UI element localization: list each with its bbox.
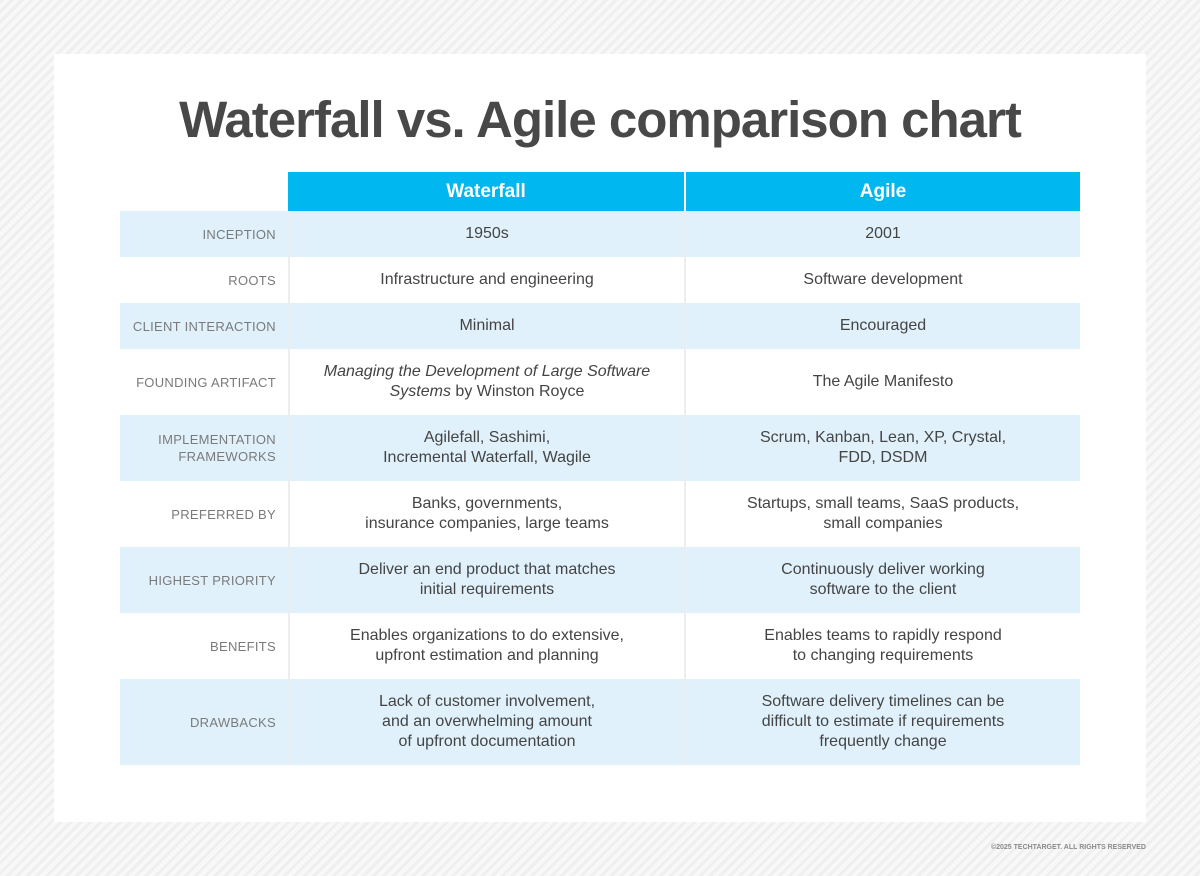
copyright: ©2025 TECHTARGET. ALL RIGHTS RESERVED bbox=[990, 844, 1146, 851]
row-label: DRAWBACKS bbox=[189, 714, 276, 730]
header-waterfall: Waterfall bbox=[288, 172, 684, 211]
waterfall-cell: Enables organizations to do extensive, u… bbox=[288, 613, 684, 679]
agile-cell: Software development bbox=[684, 257, 1080, 303]
table-row: BENEFITS Enables organizations to do ext… bbox=[120, 613, 1080, 679]
waterfall-cell: Agilefall, Sashimi, Incremental Waterfal… bbox=[288, 415, 684, 481]
row-label: FOUNDING ARTIFACT bbox=[136, 374, 276, 390]
row-label: IMPLEMENTATION FRAMEWORKS bbox=[158, 432, 276, 464]
row-label: BENEFITS bbox=[210, 638, 276, 654]
agile-cell: Software delivery timelines can be diffi… bbox=[684, 679, 1080, 765]
table-row: IMPLEMENTATION FRAMEWORKS Agilefall, Sas… bbox=[120, 415, 1080, 481]
waterfall-cell: Deliver an end product that matches init… bbox=[288, 547, 684, 613]
header-agile: Agile bbox=[684, 172, 1080, 211]
agile-cell: Enables teams to rapidly respond to chan… bbox=[684, 613, 1080, 679]
book-author: by Winston Royce bbox=[450, 383, 585, 400]
page-title: Waterfall vs. Agile comparison chart bbox=[179, 91, 1022, 148]
waterfall-cell: Minimal bbox=[288, 303, 684, 349]
book-title: Managing the Development of Large Softwa… bbox=[323, 363, 651, 400]
agile-cell: 2001 bbox=[684, 211, 1080, 257]
header-blank bbox=[120, 172, 288, 211]
row-label: INCEPTION bbox=[202, 226, 276, 242]
table-row: PREFERRED BY Banks, governments, insuran… bbox=[120, 481, 1080, 547]
waterfall-cell: Managing the Development of Large Softwa… bbox=[288, 349, 684, 415]
waterfall-cell: Lack of customer involvement, and an ove… bbox=[288, 679, 684, 765]
waterfall-cell: Banks, governments, insurance companies,… bbox=[288, 481, 684, 547]
agile-cell: The Agile Manifesto bbox=[684, 349, 1080, 415]
table-row: DRAWBACKS Lack of customer involvement, … bbox=[120, 679, 1080, 765]
agile-cell: Scrum, Kanban, Lean, XP, Crystal, FDD, D… bbox=[684, 415, 1080, 481]
waterfall-cell: 1950s bbox=[288, 211, 684, 257]
table-row: ROOTS Infrastructure and engineering Sof… bbox=[120, 257, 1080, 303]
row-label: PREFERRED BY bbox=[171, 506, 276, 522]
row-label: ROOTS bbox=[228, 272, 276, 288]
agile-cell: Encouraged bbox=[684, 303, 1080, 349]
row-label: CLIENT INTERACTION bbox=[132, 318, 276, 334]
table-row: INCEPTION 1950s 2001 bbox=[120, 211, 1080, 257]
table-row: HIGHEST PRIORITY Deliver an end product … bbox=[120, 547, 1080, 613]
table-header: Waterfall Agile bbox=[120, 172, 1080, 211]
row-label: HIGHEST PRIORITY bbox=[148, 572, 276, 588]
waterfall-cell: Infrastructure and engineering bbox=[288, 257, 684, 303]
infographic-card: Waterfall vs. Agile comparison chart Wat… bbox=[54, 54, 1146, 822]
agile-cell: Startups, small teams, SaaS products, sm… bbox=[684, 481, 1080, 547]
agile-cell: Continuously deliver working software to… bbox=[684, 547, 1080, 613]
comparison-table: Waterfall Agile INCEPTION 1950s 2001 ROO… bbox=[120, 172, 1080, 765]
table-row: CLIENT INTERACTION Minimal Encouraged bbox=[120, 303, 1080, 349]
table-row: FOUNDING ARTIFACT Managing the Developme… bbox=[120, 349, 1080, 415]
